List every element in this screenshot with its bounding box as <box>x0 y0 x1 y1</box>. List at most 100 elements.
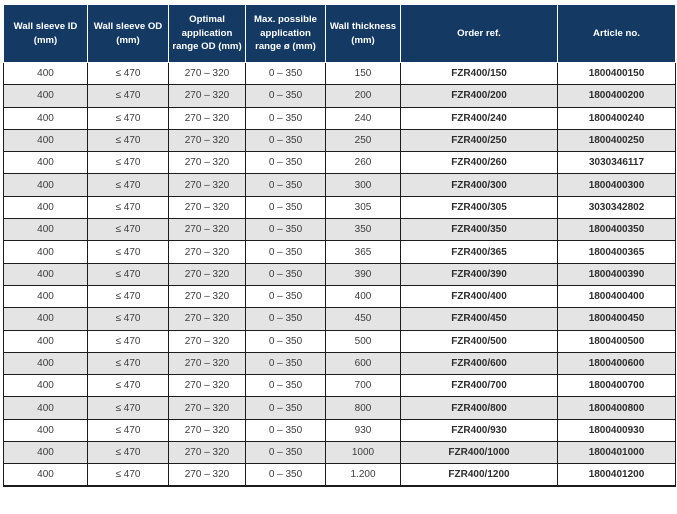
table-cell: 3030342802 <box>557 195 676 220</box>
table-cell: FZR400/365 <box>400 240 558 264</box>
table-cell: 400 <box>325 284 401 309</box>
table-cell: 150 <box>325 61 401 86</box>
table-row: 400 ≤ 470 270 – 320 0 – 350 700 FZR400/700 180… <box>3 374 676 398</box>
product-table-container: Wall sleeve ID (mm) Wall sleeve OD (mm) Op… <box>3 4 676 488</box>
table-cell: 270 – 320 <box>168 128 246 153</box>
column-header: Max. possible application range ø (mm) <box>245 4 326 63</box>
table-cell: 270 – 320 <box>168 307 246 331</box>
table-row: 400 ≤ 470 270 – 320 0 – 350 1.200 FZR400/1200… <box>3 463 676 488</box>
table-cell: 400 <box>3 463 88 488</box>
table-cell: ≤ 470 <box>87 262 169 286</box>
table-cell: 1800401200 <box>557 463 676 488</box>
table-cell: ≤ 470 <box>87 195 169 220</box>
table-cell: FZR400/240 <box>400 106 558 130</box>
table-cell: 400 <box>3 240 88 264</box>
table-cell: FZR400/250 <box>400 128 558 153</box>
table-cell: 500 <box>325 329 401 353</box>
table-row: 400 ≤ 470 270 – 320 0 – 350 930 FZR400/930 180… <box>3 418 676 443</box>
table-cell: FZR400/450 <box>400 307 558 331</box>
table-cell: ≤ 470 <box>87 106 169 130</box>
table-row: 400 ≤ 470 270 – 320 0 – 350 450 FZR400/450 180… <box>3 307 676 331</box>
table-cell: 260 <box>325 151 401 175</box>
table-cell: 0 – 350 <box>245 351 326 376</box>
table-cell: ≤ 470 <box>87 61 169 86</box>
table-cell: ≤ 470 <box>87 441 169 465</box>
table-cell: 270 – 320 <box>168 262 246 286</box>
table-cell: 270 – 320 <box>168 151 246 175</box>
table-cell: 400 <box>3 61 88 86</box>
table-cell: ≤ 470 <box>87 418 169 443</box>
table-cell: 270 – 320 <box>168 351 246 376</box>
table-cell: 1800400390 <box>557 262 676 286</box>
table-cell: 400 <box>3 374 88 398</box>
table-cell: 0 – 350 <box>245 173 326 197</box>
table-cell: 1800400600 <box>557 351 676 376</box>
table-cell: 1.200 <box>325 463 401 488</box>
table-cell: ≤ 470 <box>87 463 169 488</box>
table-cell: 400 <box>3 307 88 331</box>
table-cell: 1800400250 <box>557 128 676 153</box>
table-cell: ≤ 470 <box>87 240 169 264</box>
table-cell: 1800400300 <box>557 173 676 197</box>
table-cell: 200 <box>325 84 401 108</box>
table-cell: 0 – 350 <box>245 106 326 130</box>
table-cell: 1800400365 <box>557 240 676 264</box>
table-cell: 400 <box>3 173 88 197</box>
table-cell: 930 <box>325 418 401 443</box>
table-cell: 270 – 320 <box>168 240 246 264</box>
table-cell: 0 – 350 <box>245 128 326 153</box>
table-cell: 400 <box>3 128 88 153</box>
table-cell: 0 – 350 <box>245 463 326 488</box>
column-header: Order ref. <box>400 4 558 63</box>
table-cell: ≤ 470 <box>87 351 169 376</box>
table-cell: 1800400500 <box>557 329 676 353</box>
table-cell: 250 <box>325 128 401 153</box>
table-cell: FZR400/500 <box>400 329 558 353</box>
column-header: Wall sleeve OD (mm) <box>87 4 169 63</box>
table-cell: FZR400/200 <box>400 84 558 108</box>
table-cell: 400 <box>3 84 88 108</box>
wall-sleeve-product-table: Wall sleeve ID (mm) Wall sleeve OD (mm) Op… <box>3 4 676 488</box>
table-cell: 365 <box>325 240 401 264</box>
table-cell: ≤ 470 <box>87 396 169 420</box>
table-cell: 0 – 350 <box>245 329 326 353</box>
table-cell: 1800400400 <box>557 284 676 309</box>
table-cell: 400 <box>3 441 88 465</box>
table-cell: 390 <box>325 262 401 286</box>
table-cell: 270 – 320 <box>168 418 246 443</box>
table-cell: FZR400/390 <box>400 262 558 286</box>
table-cell: 400 <box>3 195 88 220</box>
table-cell: 450 <box>325 307 401 331</box>
table-row: 400 ≤ 470 270 – 320 0 – 350 260 FZR400/260 303… <box>3 151 676 175</box>
table-cell: FZR400/150 <box>400 61 558 86</box>
table-body: 400 ≤ 470 270 – 320 0 – 350 150 FZR400/150 180… <box>3 61 676 488</box>
table-row: 400 ≤ 470 270 – 320 0 – 350 500 FZR400/500 180… <box>3 329 676 353</box>
column-header: Wall sleeve ID (mm) <box>3 4 88 63</box>
table-cell: 1800400800 <box>557 396 676 420</box>
table-cell: 0 – 350 <box>245 441 326 465</box>
table-row: 400 ≤ 470 270 – 320 0 – 350 300 FZR400/300 180… <box>3 173 676 197</box>
table-cell: 0 – 350 <box>245 84 326 108</box>
header-row: Wall sleeve ID (mm) Wall sleeve OD (mm) Op… <box>3 4 676 63</box>
table-cell: 350 <box>325 218 401 242</box>
table-cell: ≤ 470 <box>87 374 169 398</box>
table-cell: 0 – 350 <box>245 61 326 86</box>
table-row: 400 ≤ 470 270 – 320 0 – 350 390 FZR400/390 180… <box>3 262 676 286</box>
table-cell: FZR400/305 <box>400 195 558 220</box>
table-cell: 1800400350 <box>557 218 676 242</box>
table-cell: 1800400240 <box>557 106 676 130</box>
table-cell: 0 – 350 <box>245 374 326 398</box>
table-cell: 270 – 320 <box>168 441 246 465</box>
table-cell: FZR400/350 <box>400 218 558 242</box>
table-cell: 270 – 320 <box>168 106 246 130</box>
table-cell: 3030346117 <box>557 151 676 175</box>
table-cell: 0 – 350 <box>245 218 326 242</box>
table-cell: FZR400/300 <box>400 173 558 197</box>
table-cell: ≤ 470 <box>87 218 169 242</box>
table-cell: 0 – 350 <box>245 396 326 420</box>
table-cell: 305 <box>325 195 401 220</box>
table-cell: 1800400930 <box>557 418 676 443</box>
table-row: 400 ≤ 470 270 – 320 0 – 350 200 FZR400/200 180… <box>3 84 676 108</box>
column-header: Article no. <box>557 4 676 63</box>
table-cell: 270 – 320 <box>168 284 246 309</box>
